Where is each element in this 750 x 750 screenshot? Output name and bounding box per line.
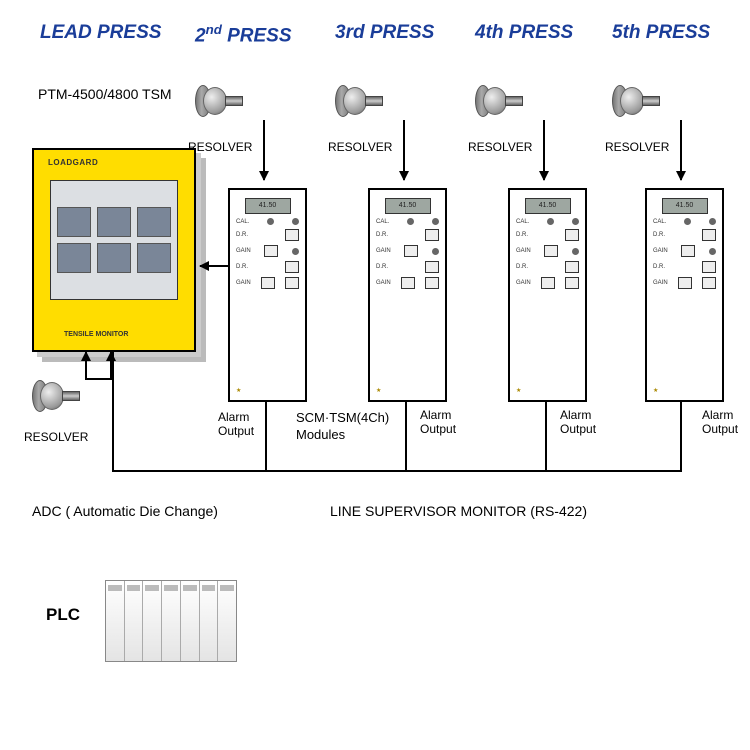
- bus-line: [112, 470, 682, 472]
- plc-label: PLC: [46, 605, 80, 625]
- lsm-label: LINE SUPERVISOR MONITOR (RS-422): [330, 503, 587, 519]
- resolver-label: RESOLVER: [468, 140, 532, 154]
- resolver-icon: [335, 85, 385, 115]
- resolver-label: RESOLVER: [328, 140, 392, 154]
- press-5-title: 5th PRESS: [612, 22, 710, 44]
- scm-module: 41.50 CAL. D.R. GAIN D.R. GAIN ★: [368, 188, 447, 402]
- arrow-icon: [543, 120, 545, 180]
- scm-display: 41.50: [245, 198, 291, 214]
- alarm-output-label: Alarm Output: [560, 408, 596, 437]
- bus-drop: [405, 400, 407, 470]
- arrow-icon: [680, 120, 682, 180]
- scm-module: 41.50 CAL. D.R. GAIN D.R. GAIN ★: [645, 188, 724, 402]
- press-4-title: 4th PRESS: [475, 22, 573, 44]
- resolver-icon: [612, 85, 662, 115]
- arrow-icon: [200, 265, 228, 267]
- bus-drop: [112, 350, 114, 470]
- bus-drop: [680, 400, 682, 470]
- alarm-output-label: Alarm Output: [218, 410, 254, 439]
- alarm-output-label: Alarm Output: [702, 408, 738, 437]
- arrow-icon: [85, 352, 87, 378]
- tsm-brand: LOADGARD: [48, 158, 98, 167]
- plc-device: [105, 580, 237, 662]
- resolver-icon: [475, 85, 525, 115]
- resolver-icon: [195, 85, 245, 115]
- tsm-device: LOADGARD TENSILE MONITOR: [32, 148, 192, 348]
- adc-label: ADC ( Automatic Die Change): [32, 503, 218, 519]
- scm-module: 41.50 CAL. D.R. GAIN D.R. GAIN ★: [508, 188, 587, 402]
- resolver-icon: [32, 380, 82, 410]
- press-3-title: 3rd PRESS: [335, 22, 434, 44]
- lead-press-title: LEAD PRESS: [40, 22, 161, 44]
- ptm-subtitle: PTM-4500/4800 TSM: [38, 86, 172, 102]
- bus-drop: [545, 400, 547, 470]
- scm-modules-label: SCM·TSM(4Ch)Modules: [296, 410, 389, 444]
- press-2-title: 2nd PRESS: [195, 22, 292, 47]
- bus-drop: [265, 400, 267, 470]
- tsm-label: TENSILE MONITOR: [64, 331, 128, 338]
- resolver-label: RESOLVER: [188, 140, 252, 154]
- alarm-output-label: Alarm Output: [420, 408, 456, 437]
- resolver-label: RESOLVER: [605, 140, 669, 154]
- arrow-icon: [403, 120, 405, 180]
- arrow-icon: [263, 120, 265, 180]
- resolver-label: RESOLVER: [24, 430, 88, 444]
- scm-module: 41.50 CAL. D.R. GAIN D.R. GAIN ★: [228, 188, 307, 402]
- tsm-screen: [50, 180, 178, 300]
- connector-line: [85, 378, 112, 380]
